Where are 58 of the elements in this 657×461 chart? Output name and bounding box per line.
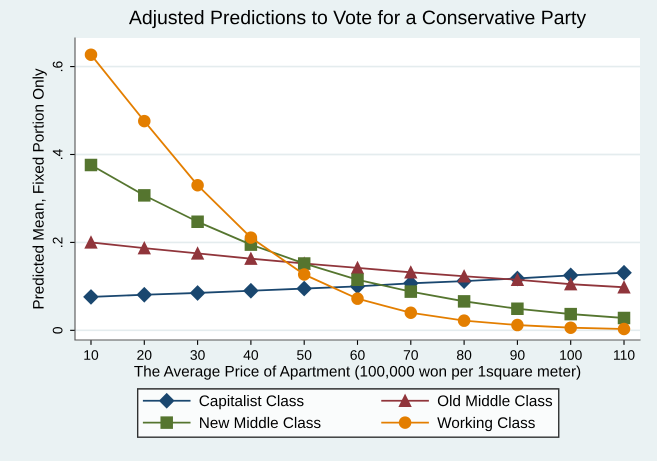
point — [458, 270, 470, 283]
point — [458, 295, 470, 308]
x-tick-label: 40 — [243, 350, 258, 360]
point — [618, 322, 630, 336]
point — [296, 281, 312, 296]
point — [138, 189, 151, 202]
x-tick-label: 100 — [560, 350, 582, 360]
legend-label: New Middle Class — [200, 416, 320, 428]
point — [191, 216, 204, 228]
point — [138, 114, 151, 128]
x-tick-label: 70 — [404, 350, 418, 360]
point — [511, 318, 524, 332]
x-tick-label: 60 — [350, 350, 365, 360]
point — [191, 247, 204, 260]
legend-label: Old Middle Class — [438, 394, 552, 406]
point — [458, 314, 470, 327]
point — [618, 312, 630, 324]
point — [244, 252, 258, 265]
point — [298, 268, 310, 281]
x-tick-label: 90 — [510, 350, 525, 360]
point — [564, 321, 577, 334]
point — [511, 302, 524, 316]
y-tick-label: .4 — [52, 149, 62, 160]
legend-label: Working Class — [437, 416, 535, 432]
point — [351, 274, 364, 286]
point — [191, 179, 204, 192]
x-tick-label: 20 — [137, 350, 152, 360]
point — [616, 265, 632, 280]
point — [244, 231, 258, 244]
y-axis-title: Predicted Mean, Fixed Portion Only — [32, 68, 47, 308]
point — [564, 308, 577, 320]
y-tick-label: 0 — [52, 327, 63, 334]
point — [84, 48, 98, 61]
point — [404, 306, 418, 319]
point — [618, 281, 630, 294]
x-axis-title: The Average Price of Apartment (100,000 won per 1square meter) — [134, 365, 580, 380]
point — [404, 285, 418, 298]
point — [83, 289, 99, 304]
point — [138, 242, 151, 254]
point — [136, 287, 152, 302]
point — [243, 283, 258, 298]
point — [84, 158, 98, 172]
x-tick-label: 50 — [297, 350, 312, 360]
point — [404, 266, 418, 279]
chart-title: Adjusted Predictions to Vote for a Conservative Party — [128, 10, 586, 28]
y-tick-label: .2 — [52, 237, 62, 247]
legend-label: Capitalist Class — [200, 394, 304, 410]
x-tick-label: 110 — [614, 350, 635, 360]
point — [351, 292, 364, 305]
x-tick-label: 80 — [456, 350, 472, 360]
point — [511, 274, 524, 286]
x-tick-label: 10 — [84, 350, 98, 360]
point — [84, 236, 98, 249]
x-tick-label: 30 — [190, 350, 205, 360]
point — [564, 278, 577, 290]
point — [190, 285, 206, 301]
point — [351, 262, 364, 274]
y-tick-label: .6 — [52, 61, 63, 72]
